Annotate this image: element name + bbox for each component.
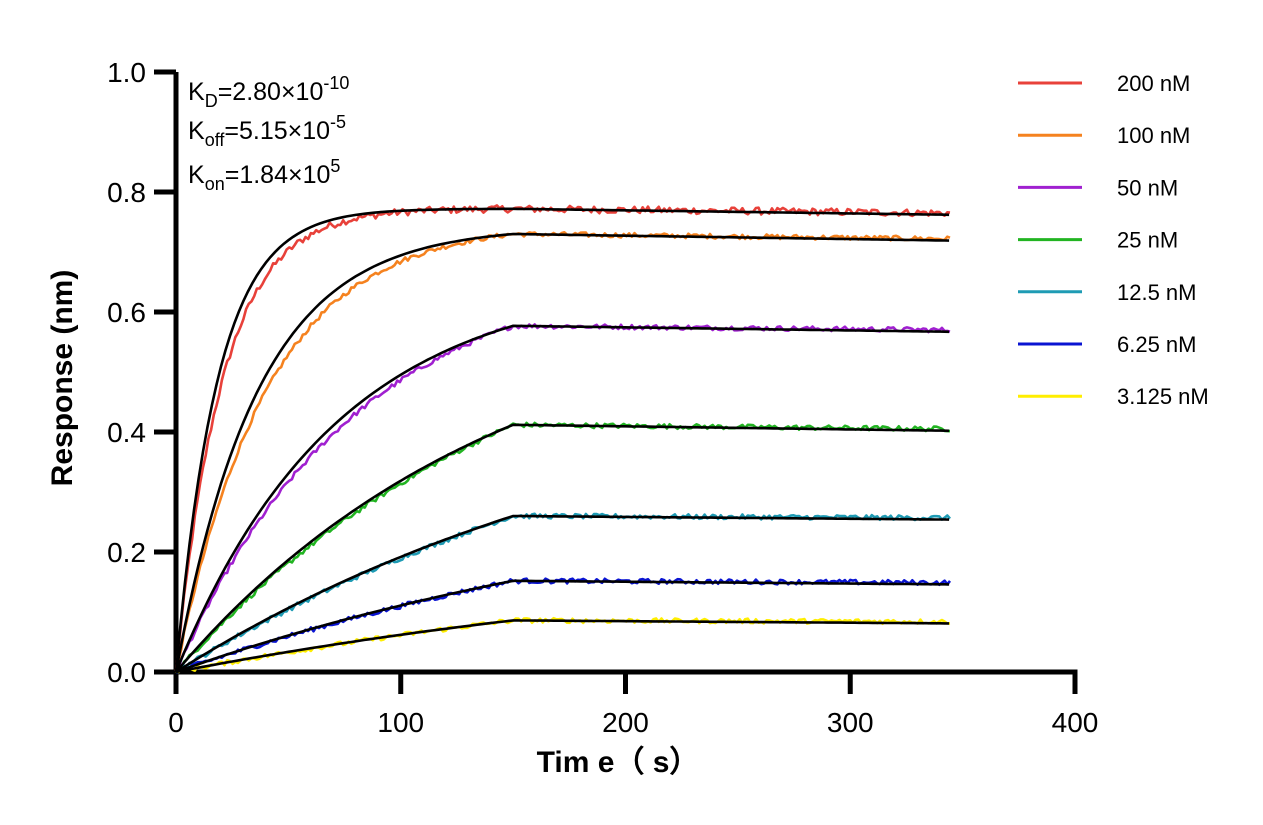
y-tick-label: 0.8 <box>107 177 146 208</box>
y-tick-label: 0.0 <box>107 657 146 688</box>
legend-label: 50 nM <box>1117 175 1178 200</box>
fit-curve <box>174 324 950 673</box>
fit-curve <box>175 514 950 674</box>
legend-item: 50 nM <box>1018 175 1178 200</box>
kd-annotation: KD=2.80×10-10 <box>188 73 349 111</box>
y-tick-label: 1.0 <box>107 57 146 88</box>
fit-curve <box>175 423 950 673</box>
legend-label: 6.25 nM <box>1117 332 1197 357</box>
legend: 200 nM 100 nM 50 nM 25 nM 12.5 nM 6.25 nM 3.12… <box>1018 71 1209 409</box>
legend-label: 200 nM <box>1117 71 1190 96</box>
legend-label: 100 nM <box>1117 123 1190 148</box>
series-line-200-nM <box>174 204 951 672</box>
x-tick-label: 0 <box>168 707 184 738</box>
series-line-3-125-nM <box>175 616 951 674</box>
legend-item: 25 nM <box>1018 228 1178 253</box>
kon-annotation: Kon=1.84×105 <box>188 156 340 194</box>
x-tick-label: 400 <box>1052 707 1099 738</box>
series-layer <box>174 204 952 674</box>
x-ticks: 0 100 200 300 400 <box>168 672 1098 738</box>
y-tick-label: 0.6 <box>107 297 146 328</box>
legend-item: 200 nM <box>1018 71 1190 96</box>
legend-label: 12.5 nM <box>1117 280 1197 305</box>
fit-curve <box>174 207 950 673</box>
series-line-12-5-nM <box>176 512 951 674</box>
x-tick-label: 200 <box>602 707 649 738</box>
fit-curve <box>174 232 950 673</box>
axes: 0.0 0.2 0.4 0.6 0.8 1.0 0 100 200 300 400 <box>107 57 1098 738</box>
y-tick-label: 0.4 <box>107 417 146 448</box>
x-axis-title: Tim e（ s） <box>537 745 700 779</box>
series-line-6-25-nM <box>176 577 952 674</box>
fit-curve <box>175 619 950 674</box>
legend-item: 3.125 nM <box>1018 384 1209 409</box>
legend-label: 25 nM <box>1117 228 1178 253</box>
x-tick-label: 300 <box>827 707 874 738</box>
koff-annotation: Koff=5.15×10-5 <box>188 112 346 150</box>
fit-curve <box>175 579 950 674</box>
legend-item: 100 nM <box>1018 123 1190 148</box>
kinetic-constants: KD=2.80×10-10 Koff=5.15×10-5 Kon=1.84×10… <box>188 73 349 194</box>
y-ticks: 0.0 0.2 0.4 0.6 0.8 1.0 <box>107 57 176 688</box>
legend-item: 12.5 nM <box>1018 280 1197 305</box>
legend-label: 3.125 nM <box>1117 384 1209 409</box>
fit-layer <box>174 207 950 674</box>
legend-item: 6.25 nM <box>1018 332 1197 357</box>
y-tick-label: 0.2 <box>107 537 146 568</box>
x-tick-label: 100 <box>377 707 424 738</box>
y-axis-title: Response (nm) <box>46 270 79 487</box>
